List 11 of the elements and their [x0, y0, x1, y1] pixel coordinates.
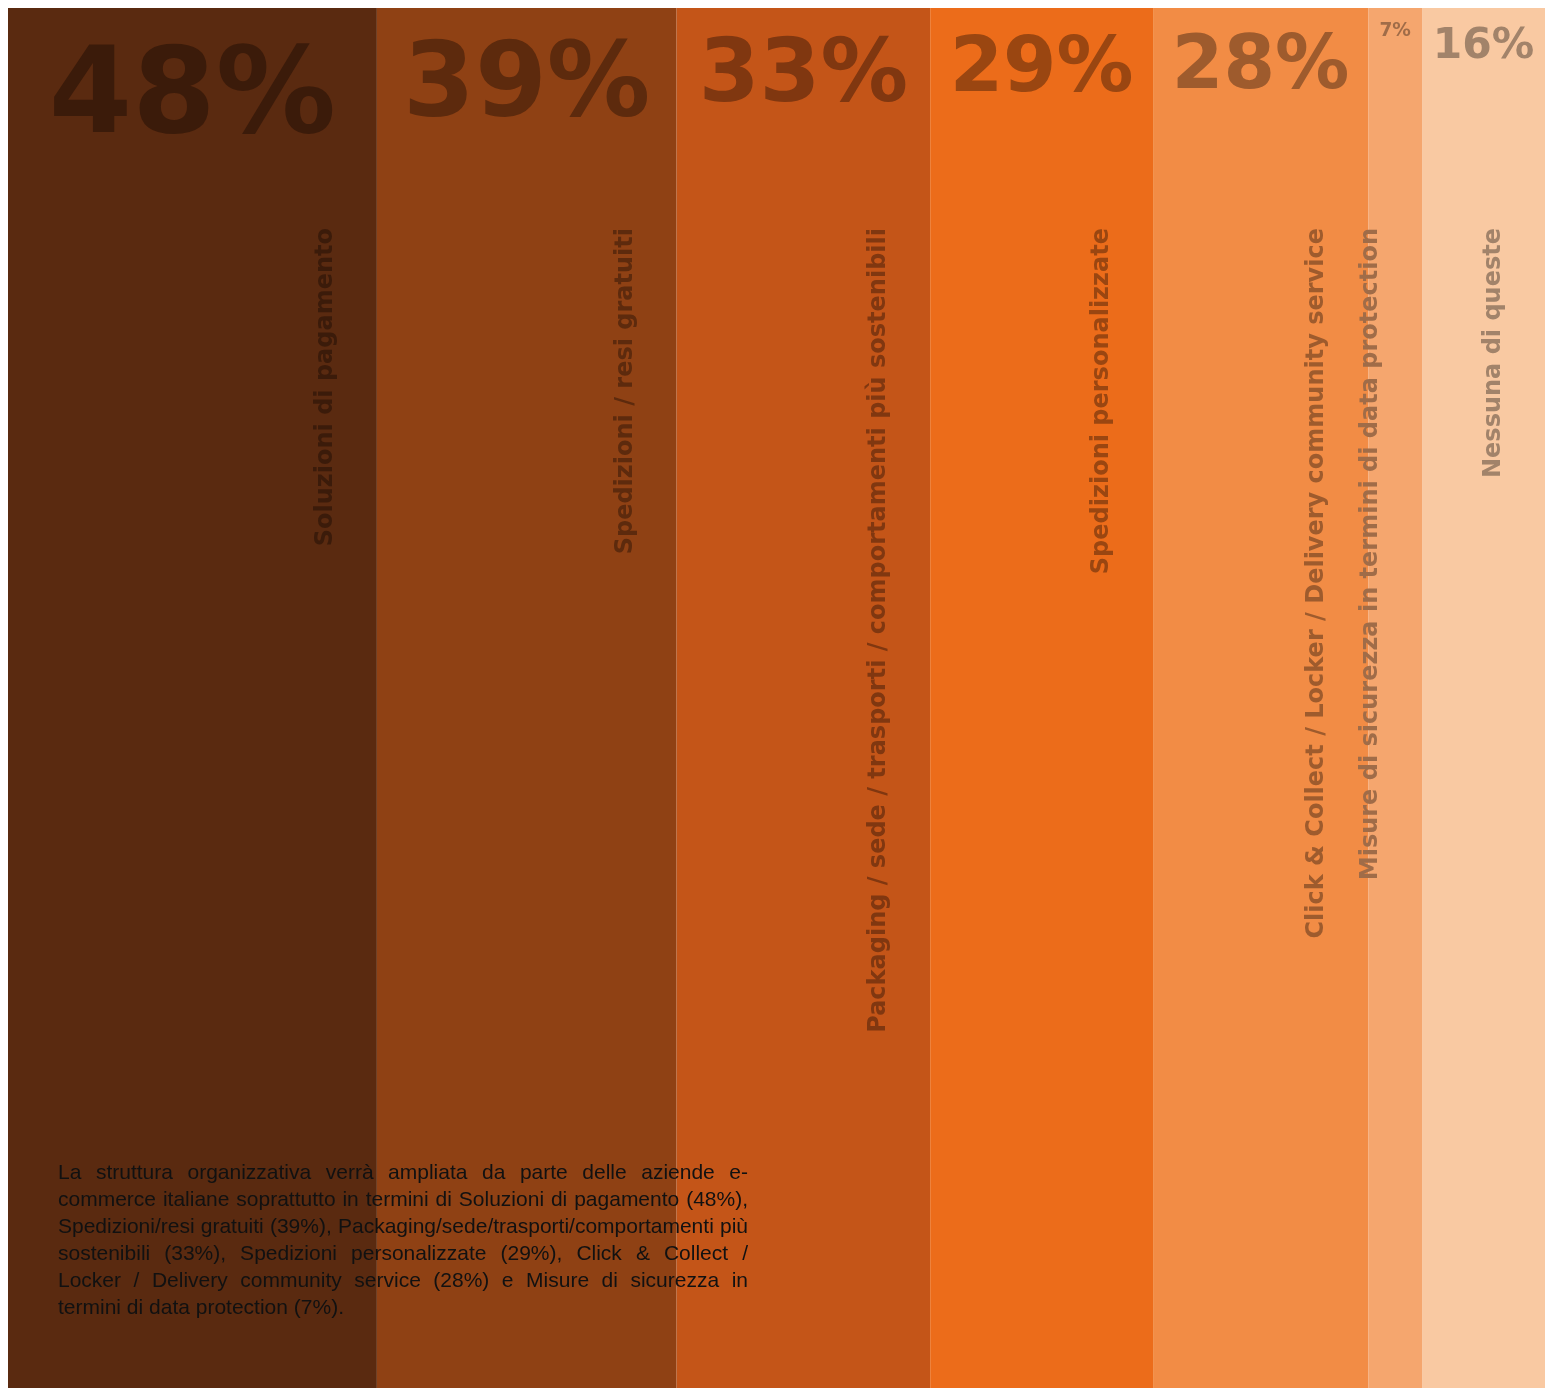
category-label: Misure di sicurezza in termini di data protection	[1355, 228, 1384, 881]
data-label: 28%	[1171, 19, 1350, 106]
data-label: 7%	[1379, 18, 1411, 40]
category-label: Nessuna di queste	[1478, 228, 1506, 478]
text: La struttura organizzativa verrà ampliata da parte delle aziende e-commerce italiane soprattutto in termini di Soluzioni di pagamento (48%), Spedizioni/resi gratuiti (39%), Packaging/sede/trasporti/comportamenti più sostenibili (33%), Spedizioni personalizzate (29%), Click & Collect / Locker / Delivery community service (28%) e Misure di sicurezza in termini di data protection (7%).	[58, 1159, 748, 1320]
data-label: 33%	[698, 20, 909, 123]
data-label: 29%	[949, 20, 1134, 110]
category-label: Click & Collect / Locker / Delivery community service	[1301, 228, 1330, 939]
data-label: 16%	[1432, 19, 1535, 69]
category-label: Packaging / sede / trasporti / comportamenti più sostenibili	[863, 228, 892, 1033]
category-label: Spedizioni personalizzate	[1086, 228, 1115, 575]
